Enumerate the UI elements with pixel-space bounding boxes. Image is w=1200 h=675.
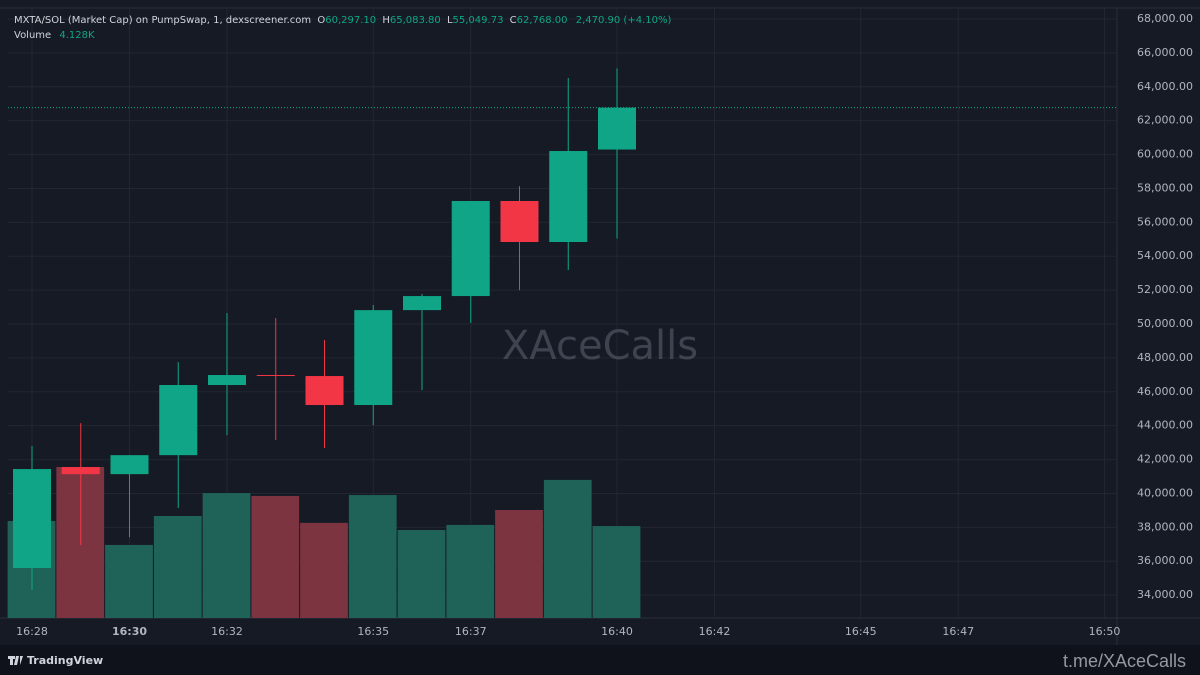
close-label: C	[510, 15, 517, 26]
x-tick-label: 16:28	[16, 625, 48, 638]
candle-body	[549, 151, 588, 243]
y-tick-label: 58,000.00	[1137, 181, 1193, 194]
close-value: 62,768.00	[517, 15, 568, 26]
volume-bar	[592, 526, 641, 618]
y-tick-label: 64,000.00	[1137, 80, 1193, 93]
candle-body	[305, 376, 344, 406]
high-label: H	[382, 15, 390, 26]
chart-title: MXTA/SOL (Market Cap) on PumpSwap, 1, de…	[14, 15, 671, 26]
y-tick-label: 46,000.00	[1137, 385, 1193, 398]
brand: TradingView	[8, 654, 103, 667]
candle-body	[451, 200, 490, 297]
y-tick-label: 68,000.00	[1137, 12, 1193, 25]
candle-body	[403, 296, 441, 311]
candle-body	[110, 455, 149, 475]
footer-link: t.me/XAceCalls	[1063, 651, 1186, 671]
open-value: 60,297.10	[325, 15, 376, 26]
y-tick-label: 34,000.00	[1137, 588, 1193, 601]
y-tick-label: 56,000.00	[1137, 215, 1193, 228]
volume-bar	[251, 495, 300, 618]
watermark: XAceCalls	[502, 323, 698, 369]
candle-body	[13, 469, 51, 569]
volume-bar	[202, 493, 251, 618]
title: MXTA/SOL (Market Cap) on PumpSwap, 1, de…	[14, 15, 311, 26]
y-tick-label: 40,000.00	[1137, 486, 1193, 499]
footer-bar	[0, 645, 1200, 675]
volume-bar	[105, 544, 153, 618]
volume-bar	[446, 524, 495, 618]
candle-body	[61, 467, 100, 475]
candle-body	[500, 200, 539, 243]
x-tick-label: 16:32	[211, 625, 243, 638]
volume-bar	[348, 495, 397, 618]
volume-bar	[543, 479, 592, 618]
candle-body	[256, 375, 295, 377]
x-tick-label: 16:37	[455, 625, 487, 638]
volume-bar	[300, 522, 348, 618]
y-tick-label: 66,000.00	[1137, 46, 1193, 59]
y-tick-label: 48,000.00	[1137, 351, 1193, 364]
volume-value: 4.128K	[59, 30, 95, 41]
volume-legend: Volume 4.128K	[14, 30, 95, 41]
candle-body	[159, 385, 198, 456]
volume-bar	[397, 530, 446, 618]
y-tick-label: 54,000.00	[1137, 249, 1193, 262]
y-tick-label: 50,000.00	[1137, 317, 1193, 330]
y-tick-label: 36,000.00	[1137, 554, 1193, 567]
y-tick-label: 60,000.00	[1137, 148, 1193, 161]
x-tick-label: 16:42	[699, 625, 731, 638]
y-tick-label: 44,000.00	[1137, 419, 1193, 432]
y-tick-label: 42,000.00	[1137, 453, 1193, 466]
x-tick-label: 16:47	[942, 625, 974, 638]
candle-body	[598, 107, 636, 150]
change: 2,470.90 (+4.10%)	[576, 15, 672, 26]
brand-name: TradingView	[27, 654, 103, 667]
low-label: L	[447, 15, 453, 26]
x-tick-label: 16:40	[601, 625, 633, 638]
x-tick-label: 16:45	[845, 625, 877, 638]
y-tick-label: 38,000.00	[1137, 520, 1193, 533]
brand-logo	[8, 656, 23, 665]
volume-label: Volume	[14, 30, 51, 41]
candle-body	[208, 375, 246, 386]
x-tick-label: 16:50	[1089, 625, 1121, 638]
plot	[7, 68, 1117, 618]
low-value: 55,049.73	[453, 15, 504, 26]
candle-body	[354, 310, 393, 406]
x-tick-label: 16:35	[357, 625, 389, 638]
high-value: 65,083.80	[390, 15, 441, 26]
volume-bar	[153, 515, 202, 618]
y-tick-label: 62,000.00	[1137, 114, 1193, 127]
volume-bar	[495, 509, 543, 618]
open-label: O	[317, 15, 325, 26]
y-tick-label: 52,000.00	[1137, 283, 1193, 296]
x-tick-label: 16:30	[112, 625, 147, 638]
